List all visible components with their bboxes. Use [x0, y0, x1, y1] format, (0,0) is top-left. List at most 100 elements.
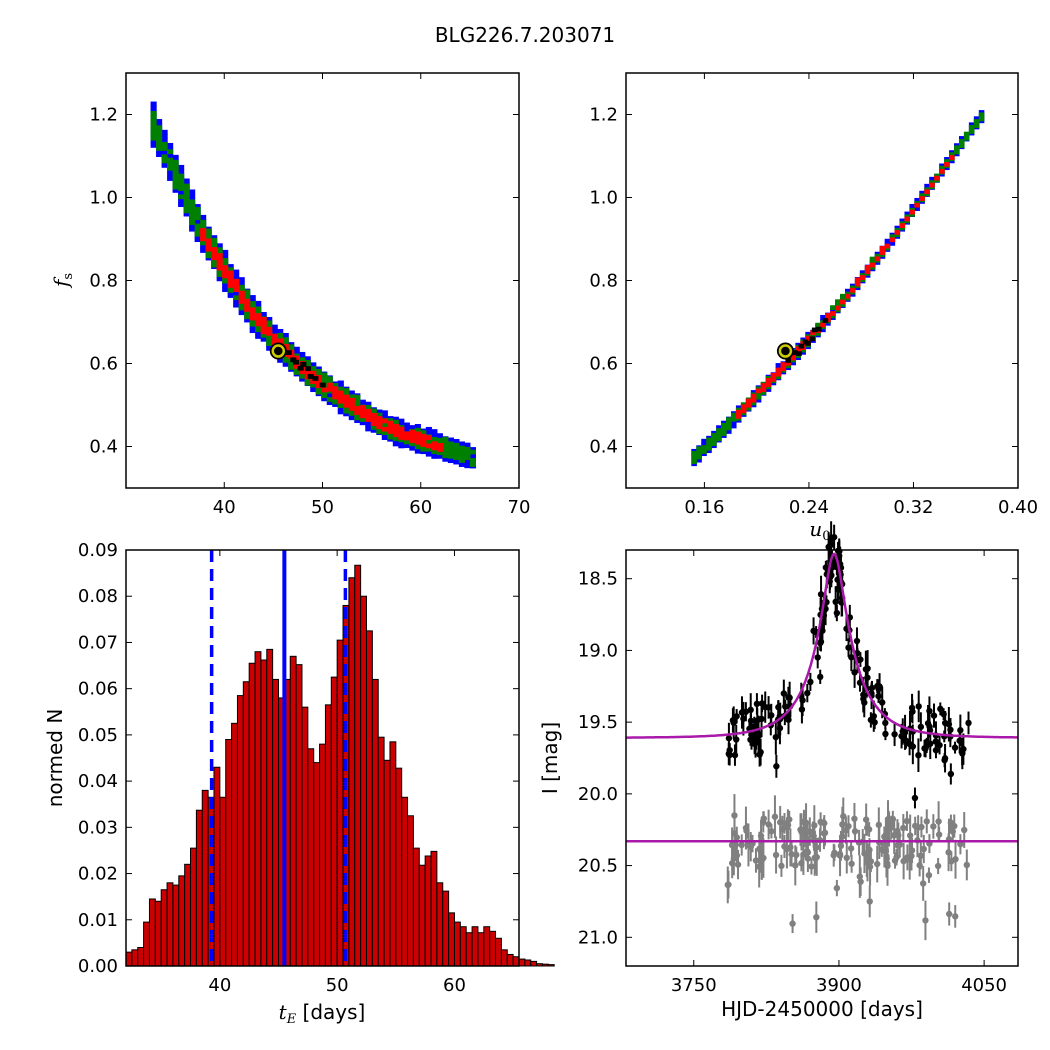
hist-bar: [407, 815, 414, 967]
p1-cell-green: [425, 446, 432, 452]
p1-cell-green: [183, 200, 190, 205]
p2-xlabel: u0: [809, 517, 830, 544]
p2-cell-green: [949, 152, 955, 158]
hist-bar: [301, 706, 309, 967]
p2-ytick-label: 1.2: [589, 105, 618, 126]
p1-cell-blue: [238, 277, 245, 282]
p1-cell-red: [348, 397, 355, 403]
p1-cell-green: [255, 310, 262, 316]
p1-cell-green: [310, 382, 317, 388]
p1-cell-green: [299, 357, 306, 363]
p1-cell-green: [216, 272, 223, 277]
p1-cell-red: [326, 386, 333, 392]
p1-cell-red: [337, 390, 344, 396]
p1-cell-green: [464, 455, 471, 461]
p1-cell-green: [156, 125, 163, 131]
p1-cell-red: [354, 410, 361, 415]
lc-point: [945, 721, 953, 728]
lc-point-shifted: [836, 852, 844, 859]
p1-cell-blue: [337, 380, 344, 386]
p2-cell-green: [978, 116, 985, 122]
p1-cell-green: [453, 446, 460, 452]
p1-cell-green: [420, 446, 427, 452]
p1-cell-green: [431, 436, 438, 442]
p2-cell-best: [822, 318, 829, 323]
p1-cell-red: [420, 433, 427, 439]
p1-cell-red: [359, 405, 366, 410]
p1-cell-red: [233, 278, 240, 284]
p2-cell-red: [820, 322, 826, 328]
p1-cell-blue: [216, 276, 223, 282]
p1-cell-green: [150, 123, 157, 129]
p1-cell-green: [183, 196, 190, 201]
p1-cell-green: [189, 203, 196, 209]
p1-cell-green: [282, 358, 289, 363]
p1-cell-blue: [271, 324, 278, 330]
lc-point: [773, 763, 780, 770]
p1-cell-red: [343, 398, 350, 404]
lc-point-shifted: [845, 822, 852, 830]
p2-cell-green: [954, 149, 960, 155]
p2-cell-green: [919, 193, 925, 199]
p1-cell-green: [332, 383, 339, 388]
p1-cell-blue: [348, 415, 355, 421]
p2-cell-red: [835, 305, 841, 311]
lc-point-shifted: [961, 826, 968, 834]
p1-cell-blue: [189, 189, 196, 195]
p1-cell-red: [392, 428, 399, 433]
p1-cell-blue: [222, 283, 229, 288]
p2-cell-blue: [730, 423, 737, 429]
p1-cell-blue: [403, 422, 410, 428]
hist-bar: [512, 956, 520, 967]
lc-point: [882, 719, 889, 727]
p2-cell-red: [884, 243, 891, 249]
p1-cell-red: [343, 394, 350, 400]
p1-cell-red: [387, 420, 394, 426]
p2-cell-green: [830, 305, 836, 310]
p1-cell-red: [216, 265, 223, 271]
p1-cell-red: [255, 313, 262, 318]
p1-cell-blue: [293, 346, 300, 352]
p2-cell-red: [869, 262, 876, 268]
p1-cell-green: [343, 392, 350, 397]
lc-point-shifted: [768, 828, 775, 835]
p1-cell-blue: [200, 243, 207, 249]
p1-cell-green: [453, 451, 460, 456]
p1-cell-green: [172, 176, 179, 182]
p1-cell-red: [376, 420, 383, 425]
p1-cell-green: [348, 394, 355, 400]
lc-point: [804, 689, 811, 697]
hist-bar: [254, 651, 262, 967]
lc-point-shifted: [830, 852, 837, 859]
p1-cell-red: [233, 287, 240, 292]
p1-cell-red: [348, 406, 355, 411]
p2-cell-red: [735, 413, 742, 419]
p2-cell-red: [899, 223, 906, 228]
p1-cell-blue: [233, 269, 240, 275]
p1-cell-blue: [266, 346, 273, 351]
p4-ytick-label: 20.5: [578, 856, 618, 877]
p1-cell-green: [442, 445, 449, 450]
p1-cell-blue: [233, 298, 240, 304]
lc-point-shifted: [957, 841, 964, 848]
p1-cell-blue: [183, 211, 190, 217]
p1-cell-green: [447, 453, 454, 459]
p1-cell-green: [150, 135, 157, 141]
lc-point-shifted: [874, 860, 881, 868]
lc-point-shifted: [787, 844, 794, 851]
p2-cell-red: [929, 182, 935, 188]
p2-cell-red: [864, 265, 871, 270]
lc-point-shifted: [952, 913, 959, 920]
p1-cell-green: [332, 399, 339, 405]
hist-bar: [442, 890, 450, 967]
hist-bar: [530, 960, 538, 967]
p1-cell-red: [365, 417, 372, 422]
p2-xtick-label: 0.24: [789, 497, 829, 518]
p1-cell-blue: [227, 293, 234, 298]
p2-xtick-label: 0.16: [684, 497, 724, 518]
p1-cell-blue: [425, 426, 432, 432]
p1-cell-red: [337, 398, 344, 404]
lc-point-shifted: [847, 845, 855, 852]
hist-bar: [395, 767, 403, 967]
p1-cell-green: [211, 258, 218, 264]
